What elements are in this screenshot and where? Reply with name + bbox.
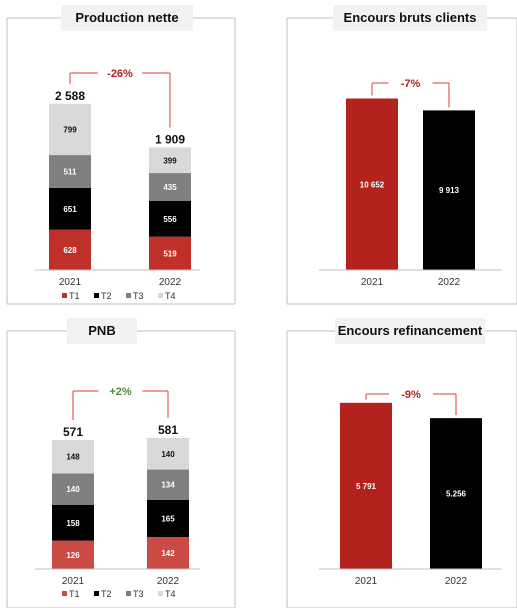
bar [423, 110, 475, 271]
change-label: +2% [109, 386, 132, 398]
change-label: -9% [401, 389, 421, 401]
legend-swatch [158, 591, 163, 596]
bar-segment-T1 [147, 536, 189, 569]
bar-segment-T4 [147, 437, 189, 470]
data-label: 9 913 [439, 186, 460, 195]
data-label: 628 [63, 246, 77, 255]
data-label: 140 [66, 485, 80, 494]
change-label: -7% [401, 78, 421, 90]
bar-segment-T4 [52, 440, 94, 474]
x-tick-label: 2022 [438, 277, 461, 288]
x-tick-label: 2022 [159, 277, 182, 288]
data-label: 134 [161, 481, 175, 490]
legend-entry: T1 [69, 291, 80, 301]
change-label: -26% [107, 68, 133, 80]
bar-segment-T2 [149, 200, 191, 237]
bar-segment-T1 [49, 229, 91, 270]
data-label: 165 [161, 514, 175, 523]
total-label: 581 [158, 423, 178, 437]
data-label: 158 [66, 519, 80, 528]
panel-encours-refinancement: Encours refinancement 5 791 2021 5.256 2022 -… [259, 304, 517, 608]
x-tick-label: 2022 [445, 576, 468, 587]
total-label: 571 [63, 425, 83, 439]
bar-segment-T2 [147, 499, 189, 537]
legend-swatch [62, 591, 67, 596]
bar-segment-T4 [49, 103, 91, 156]
legend-swatch [126, 591, 131, 596]
legend-swatch [94, 293, 99, 298]
bar [430, 418, 482, 569]
chart-title: Production nette [75, 10, 178, 25]
x-tick-label: 2021 [59, 277, 82, 288]
bar-segment-T3 [147, 469, 189, 500]
total-label: 1 909 [155, 132, 185, 146]
data-label: 556 [163, 215, 177, 224]
panel-encours-bruts-clients: Encours bruts clients 10 652 2021 9 913 2022… [259, 0, 517, 305]
data-label: 519 [163, 249, 177, 258]
legend-entry: T4 [165, 291, 176, 301]
legend-entry: T3 [133, 589, 144, 599]
bar-segment-T3 [149, 173, 191, 201]
data-label: 399 [163, 156, 177, 165]
bar [340, 402, 392, 569]
bar-segment-T4 [149, 147, 191, 174]
legend-entry: T3 [133, 291, 144, 301]
legend-entry: T2 [101, 589, 112, 599]
legend-swatch [158, 293, 163, 298]
bar [346, 98, 398, 270]
x-tick-label: 2021 [62, 576, 85, 587]
bar-segment-T3 [52, 473, 94, 505]
bar-segment-T2 [52, 504, 94, 541]
x-tick-label: 2021 [361, 277, 384, 288]
chart-svg: Encours refinancement 5 791 2021 5.256 2022 -… [286, 318, 517, 608]
data-label: 5.256 [446, 490, 467, 499]
chart-title: Encours refinancement [338, 323, 483, 338]
bar-segment-T1 [52, 540, 94, 569]
chart-title: PNB [88, 323, 115, 338]
data-label: 142 [161, 549, 175, 558]
x-tick-label: 2021 [355, 576, 378, 587]
data-label: 126 [66, 551, 80, 560]
panel-pnb: PNB 126 158 140 148 571 2021 142 165 134 140 581 202… [0, 304, 258, 608]
data-label: 511 [64, 167, 77, 176]
legend-entry: T4 [165, 589, 176, 599]
title-box [333, 5, 487, 31]
chart-svg: Production nette 628 651 511 799 2 588 2021 519… [6, 5, 236, 305]
data-label: 5 791 [356, 482, 377, 491]
bar-segment-T3 [49, 155, 91, 188]
data-label: 140 [161, 450, 175, 459]
legend-swatch [126, 293, 131, 298]
data-label: 435 [163, 183, 177, 192]
title-box [61, 5, 193, 31]
bar-segment-T1 [149, 236, 191, 270]
legend-entry: T2 [101, 291, 112, 301]
data-label: 10 652 [360, 180, 385, 189]
chart-svg: PNB 126 158 140 148 571 2021 142 165 134 140 581 202… [6, 318, 236, 608]
total-label: 2 588 [55, 89, 85, 103]
title-box [335, 318, 485, 344]
legend-entry: T1 [69, 589, 80, 599]
data-label: 799 [63, 125, 77, 134]
legend-swatch [94, 591, 99, 596]
legend-swatch [62, 293, 67, 298]
title-box [67, 318, 137, 344]
bar-segment-T2 [49, 187, 91, 230]
chart-svg: Encours bruts clients 10 652 2021 9 913 2022… [286, 5, 517, 305]
x-tick-label: 2022 [157, 576, 180, 587]
panel-production-nette: Production nette 628 651 511 799 2 588 2021 519… [0, 0, 258, 305]
chart-title: Encours bruts clients [344, 10, 477, 25]
data-label: 651 [63, 205, 77, 214]
data-label: 148 [66, 453, 80, 462]
